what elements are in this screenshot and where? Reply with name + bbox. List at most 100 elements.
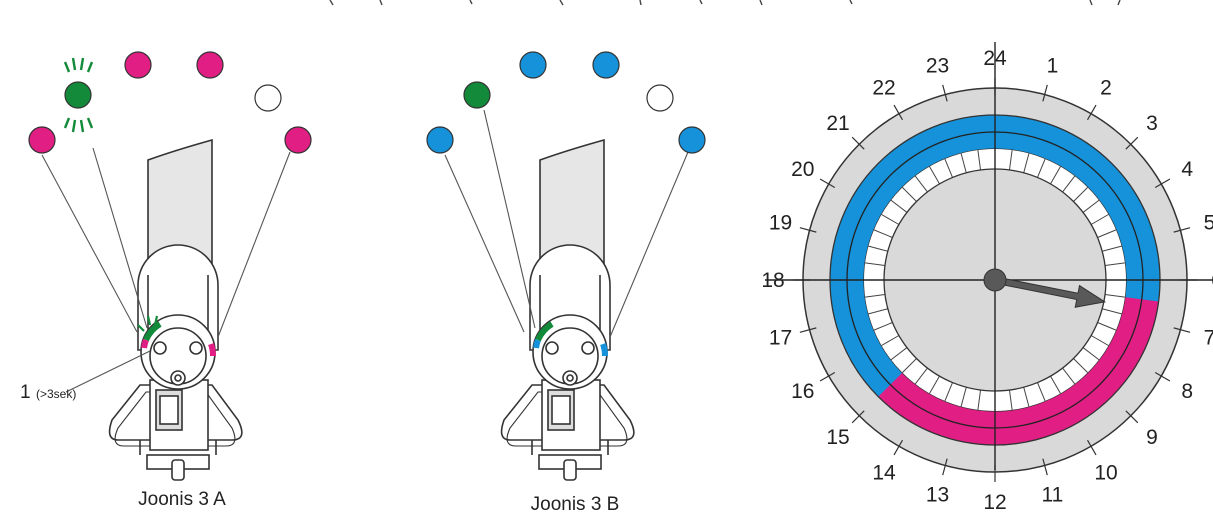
hour-label: 16 <box>791 380 814 403</box>
hour-tick <box>893 439 904 456</box>
segment-divider <box>873 229 893 238</box>
ring-segment-right-blue <box>600 343 608 357</box>
hour-label: 23 <box>926 55 949 78</box>
hour-tick <box>1042 458 1048 476</box>
segment-divider <box>929 166 940 185</box>
led-indicator <box>519 51 547 79</box>
led-indicator <box>254 84 282 112</box>
hour-label: 2 <box>1100 77 1112 100</box>
segment-divider <box>881 335 900 346</box>
hour-label: 10 <box>1094 461 1117 484</box>
hour-label: 4 <box>1181 158 1193 181</box>
hour-label: 15 <box>826 426 849 449</box>
hour-tick <box>819 371 836 382</box>
segment-divider <box>902 187 917 202</box>
segment-divider <box>1097 322 1117 331</box>
hour-label: 17 <box>769 326 792 349</box>
dial-hour-labels: 241234567891011121314151617181920212223 <box>761 47 1213 514</box>
figure-caption: Joonis 3 B <box>531 494 620 515</box>
led-indicator <box>28 126 56 154</box>
blink-rays <box>63 57 94 133</box>
segment-divider <box>944 382 953 402</box>
figure-3a: 1 (>3sek) Joonis 3 A <box>20 51 312 510</box>
segment-divider <box>1062 175 1076 193</box>
hour-tick <box>1173 227 1191 233</box>
segment-divider <box>960 153 967 173</box>
led-indicator <box>284 126 312 154</box>
hour-label: 5 <box>1204 212 1213 235</box>
segment-divider <box>1090 214 1109 225</box>
hour-label: 13 <box>926 483 949 506</box>
segment-divider <box>1062 367 1076 385</box>
hour-label: 22 <box>872 77 895 100</box>
timer-dial: 241234567891011121314151617181920212223 <box>761 42 1213 514</box>
segment-divider <box>914 367 928 385</box>
hour-tick <box>819 178 836 189</box>
segment-divider <box>977 389 982 410</box>
segment-divider <box>890 199 908 213</box>
callout-note: (>3sek) <box>36 387 76 401</box>
segment-divider <box>1090 335 1109 346</box>
led-indicators <box>28 51 312 154</box>
led-indicator <box>196 51 224 79</box>
segment-divider <box>865 293 886 298</box>
segment-divider <box>1050 375 1061 394</box>
hour-label: 8 <box>1181 380 1193 403</box>
segment-divider <box>1082 347 1100 361</box>
segment-divider <box>944 158 953 178</box>
figure-3b: Joonis 3 B <box>426 51 706 515</box>
led-indicator <box>426 126 454 154</box>
hour-label: 3 <box>1146 112 1158 135</box>
segment-divider <box>914 175 928 193</box>
hour-label: 14 <box>872 461 896 484</box>
segment-divider <box>890 347 908 361</box>
hour-tick <box>1086 439 1097 456</box>
hour-tick <box>1125 136 1139 150</box>
led-indicator <box>646 84 674 112</box>
segment-divider <box>929 375 940 394</box>
hour-label: 20 <box>791 158 814 181</box>
ring-segment-right-magenta <box>208 343 216 357</box>
callout-lines <box>444 109 689 338</box>
segment-divider <box>1097 229 1117 238</box>
led-indicator <box>124 51 152 79</box>
led-indicator <box>592 51 620 79</box>
segment-divider <box>902 358 917 373</box>
segment-dividers <box>864 149 1126 411</box>
segment-divider <box>1008 150 1013 171</box>
hour-tick <box>1125 410 1139 424</box>
hour-tick <box>1154 371 1171 382</box>
cropped-heading-strokes <box>329 0 1121 6</box>
segment-divider <box>868 308 888 315</box>
dial-hand <box>983 268 1107 308</box>
segment-divider <box>1073 358 1088 373</box>
segment-divider <box>1073 187 1088 202</box>
hour-tick <box>799 227 817 233</box>
device-illustration <box>108 138 243 481</box>
hour-tick <box>942 458 948 476</box>
hour-tick <box>1042 84 1048 102</box>
hour-label: 11 <box>1042 483 1064 506</box>
callout-number: 1 <box>20 382 31 403</box>
segment-divider <box>1037 382 1046 402</box>
hour-tick <box>1173 327 1191 333</box>
segment-divider <box>1023 153 1030 173</box>
ring-segment-left-magenta <box>141 338 149 349</box>
led-indicators <box>426 51 706 154</box>
hour-label: 1 <box>1047 55 1059 78</box>
segment-divider <box>1037 158 1046 178</box>
segment-divider <box>865 262 886 267</box>
hour-tick <box>942 84 948 102</box>
segment-divider <box>868 245 888 252</box>
led-indicator <box>678 126 706 154</box>
hour-label: 21 <box>826 112 849 135</box>
hour-tick <box>799 327 817 333</box>
segment-divider <box>1102 245 1122 252</box>
segment-divider <box>873 322 893 331</box>
ring-segment-left-green <box>535 321 554 342</box>
segment-divider <box>1102 308 1122 315</box>
segment-divider <box>1104 262 1125 267</box>
segment-divider <box>977 150 982 171</box>
segment-divider <box>1023 387 1030 407</box>
